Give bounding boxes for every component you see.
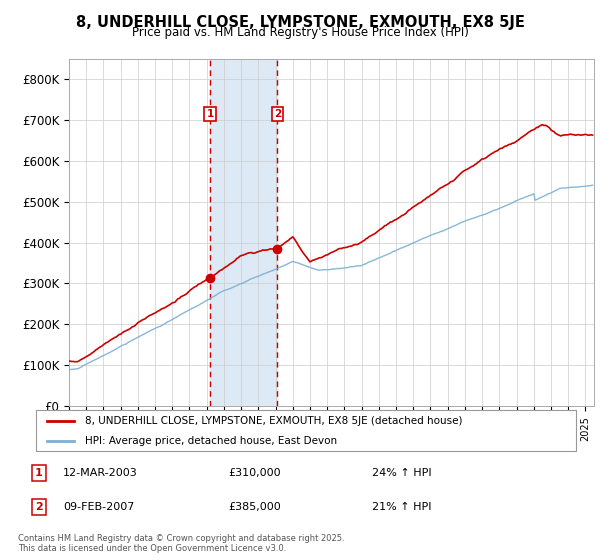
Text: HPI: Average price, detached house, East Devon: HPI: Average price, detached house, East… xyxy=(85,436,337,446)
Text: 12-MAR-2003: 12-MAR-2003 xyxy=(63,468,138,478)
Text: 8, UNDERHILL CLOSE, LYMPSTONE, EXMOUTH, EX8 5JE (detached house): 8, UNDERHILL CLOSE, LYMPSTONE, EXMOUTH, … xyxy=(85,417,462,426)
Text: Price paid vs. HM Land Registry's House Price Index (HPI): Price paid vs. HM Land Registry's House … xyxy=(131,26,469,39)
Text: 1: 1 xyxy=(206,109,214,119)
Text: 8, UNDERHILL CLOSE, LYMPSTONE, EXMOUTH, EX8 5JE: 8, UNDERHILL CLOSE, LYMPSTONE, EXMOUTH, … xyxy=(76,15,524,30)
Text: 21% ↑ HPI: 21% ↑ HPI xyxy=(372,502,431,512)
Bar xyxy=(210,59,277,406)
FancyBboxPatch shape xyxy=(36,410,576,451)
Text: 2: 2 xyxy=(35,502,43,512)
Text: £385,000: £385,000 xyxy=(228,502,281,512)
Text: Contains HM Land Registry data © Crown copyright and database right 2025.
This d: Contains HM Land Registry data © Crown c… xyxy=(18,534,344,553)
Text: £310,000: £310,000 xyxy=(228,468,281,478)
Text: 24% ↑ HPI: 24% ↑ HPI xyxy=(372,468,431,478)
Text: 09-FEB-2007: 09-FEB-2007 xyxy=(63,502,134,512)
Text: 2: 2 xyxy=(274,109,281,119)
Text: 1: 1 xyxy=(35,468,43,478)
